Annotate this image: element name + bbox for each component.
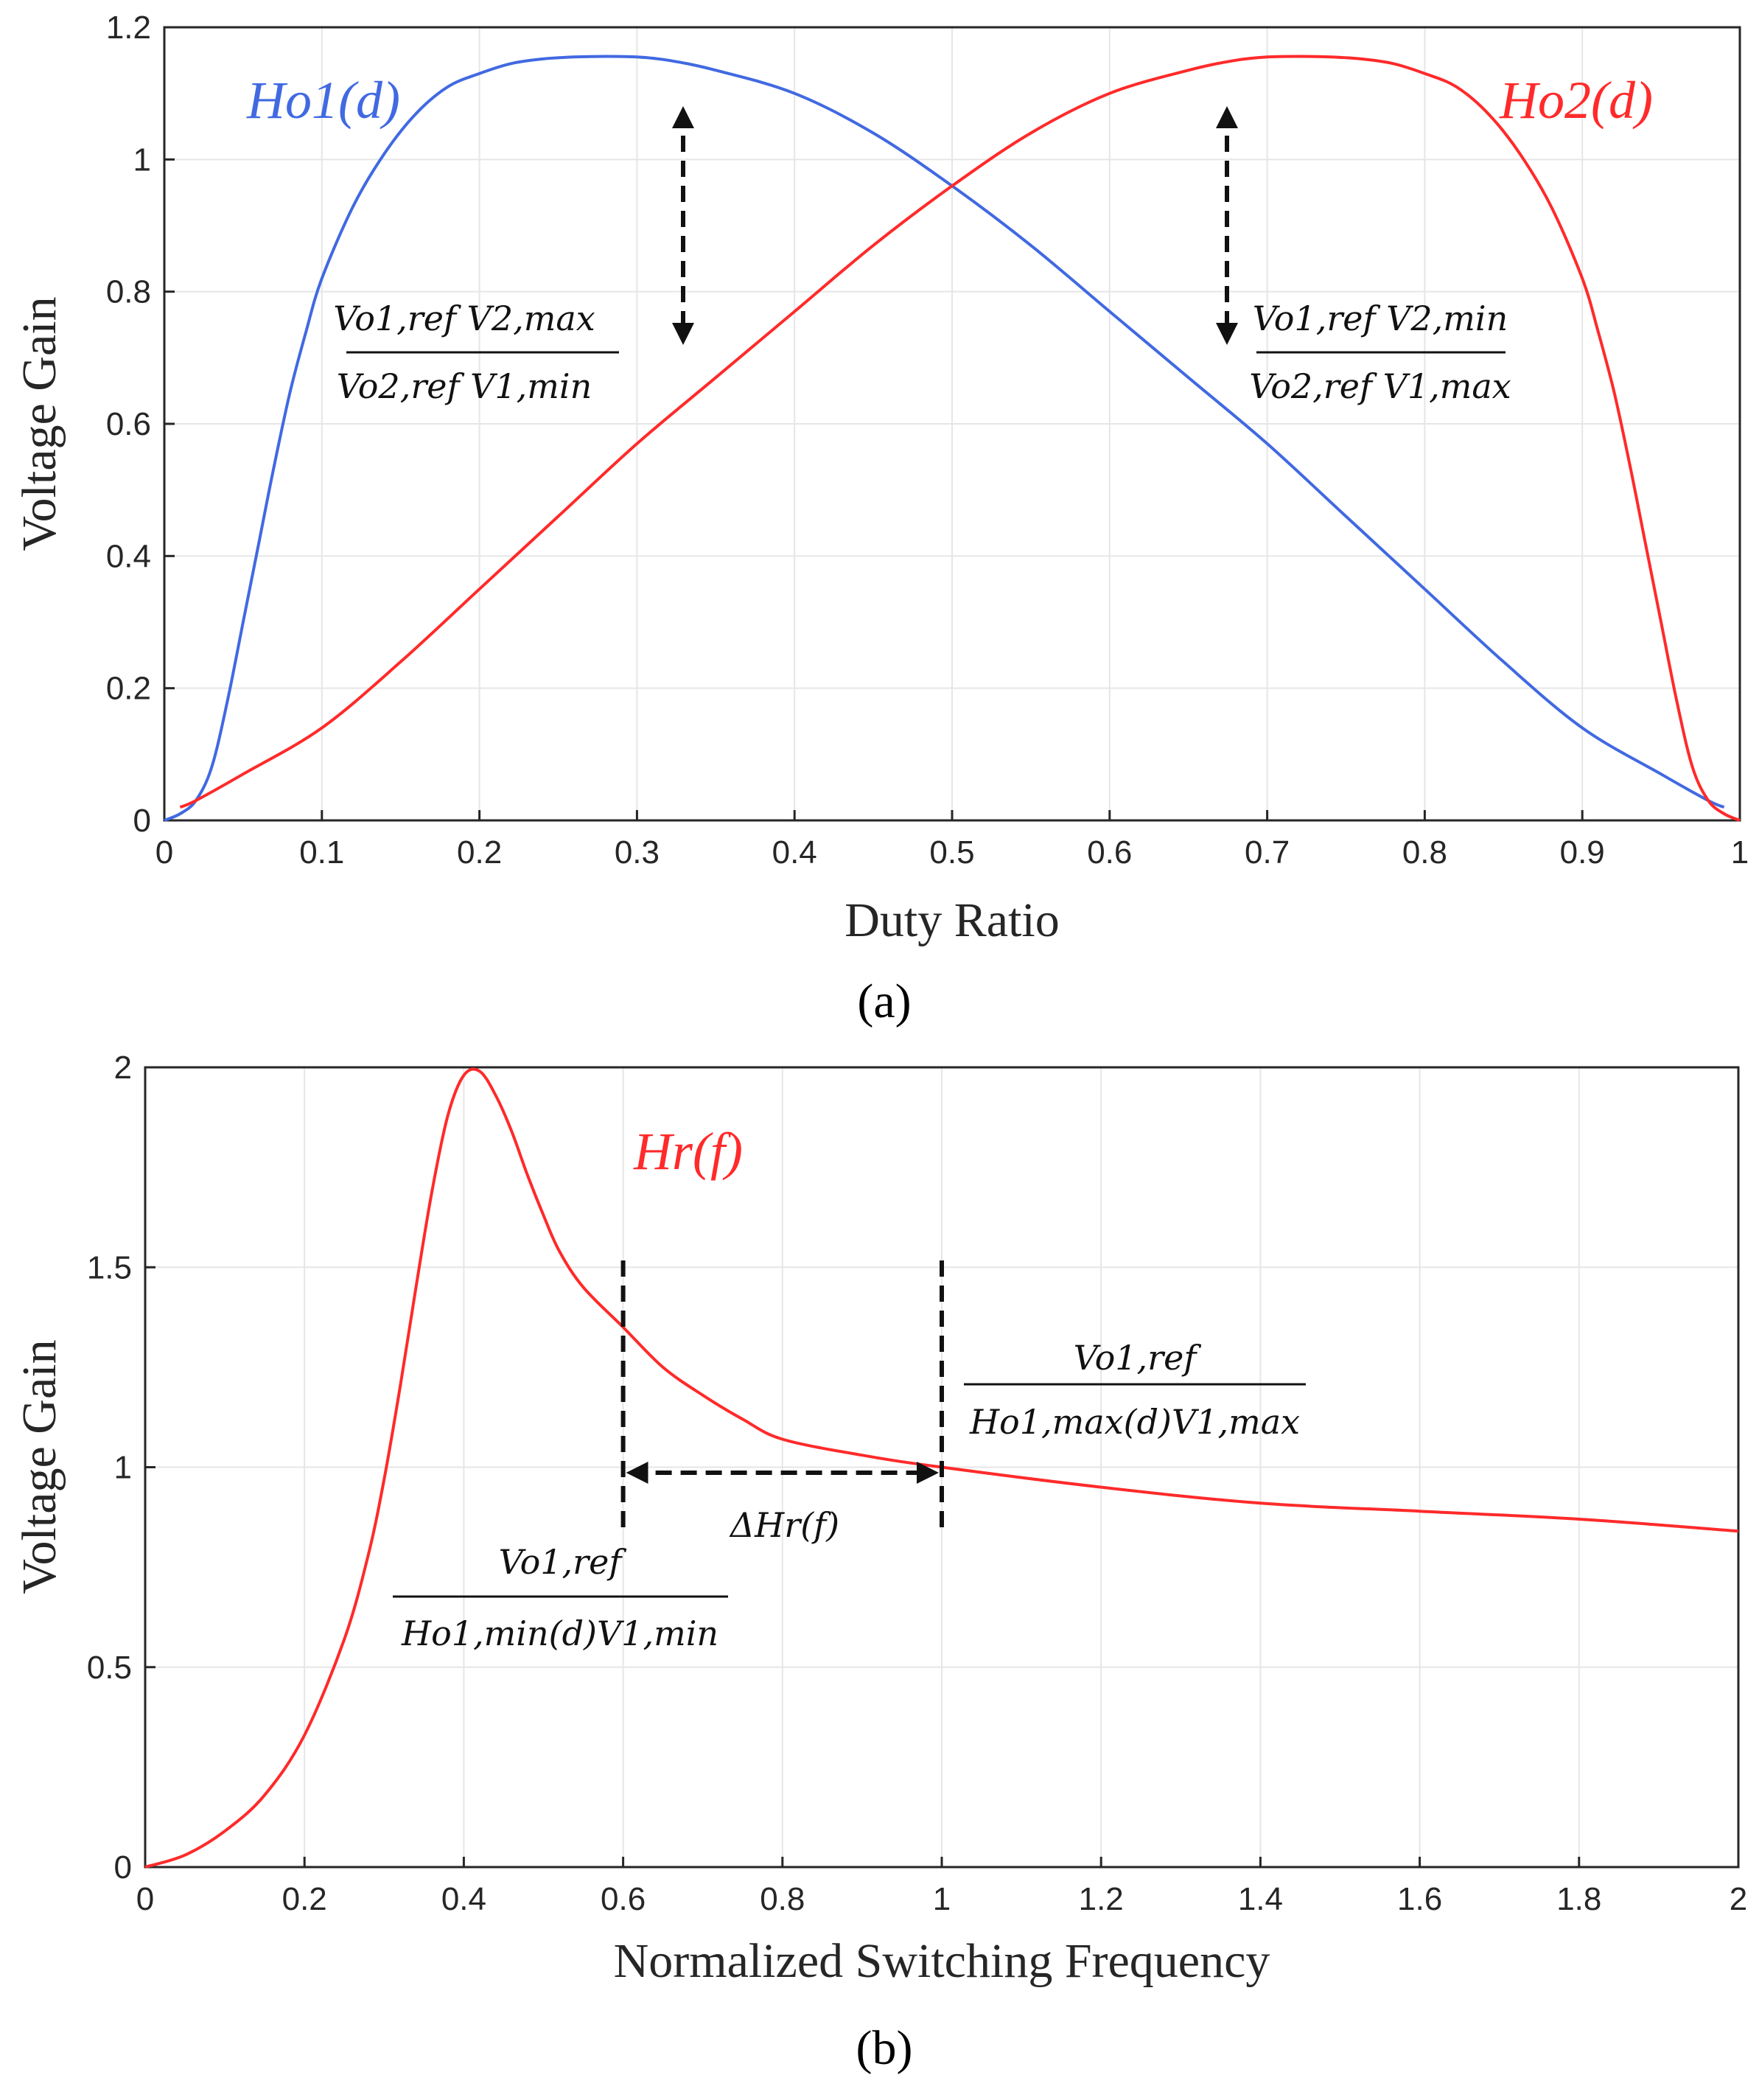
x-tick-label: 0.2: [457, 834, 502, 871]
y-tick-label: 0.4: [106, 538, 151, 574]
y-tick-label: 1.2: [106, 10, 151, 46]
panel-a-right-fraction-numerator: Vo1,ref V2,min: [1253, 299, 1508, 338]
x-tick-label: 0.4: [441, 1881, 486, 1917]
x-tick-label: 1.6: [1397, 1881, 1442, 1917]
x-tick-label: 0: [155, 834, 173, 871]
y-tick-label: 2: [114, 1050, 132, 1086]
x-tick-label: 1.4: [1238, 1881, 1283, 1917]
y-tick-label: 0: [114, 1849, 132, 1886]
panel-a-right-fraction-denominator: Vo2,ref V1,max: [1249, 366, 1511, 406]
x-tick-label: 2: [1730, 1881, 1747, 1917]
y-tick-label: 0.5: [87, 1650, 132, 1686]
x-tick-label: 1.8: [1556, 1881, 1601, 1917]
y-tick-label: 0.6: [106, 406, 151, 442]
x-tick-label: 0.9: [1560, 834, 1605, 871]
x-tick-label: 1.2: [1079, 1881, 1124, 1917]
panel-b-delta-label: ΔHr(f): [729, 1505, 839, 1545]
series-line-hr-f-: [144, 1067, 1739, 1869]
panel-a-panel-label: (a): [857, 974, 911, 1028]
panel-a-ticks: 0 0.1 0.2 0.3 0.4 0.5 0.6 0.7 0.8 0.9 1 0 0.2 0.4 0.6 0…: [106, 10, 1749, 871]
y-tick-label: 1: [133, 142, 151, 178]
y-tick-label: 1: [114, 1450, 132, 1486]
panel-b-y-axis-title: Voltage Gain: [13, 1339, 66, 1594]
x-tick-label: 0.4: [772, 834, 817, 871]
panel-b-hr-label: Hr(f): [633, 1122, 743, 1181]
x-tick-label: 0.3: [615, 834, 660, 871]
panel-b-left-fraction: Vo1,ref Ho1,min(d)V1,min: [393, 1542, 728, 1653]
panel-a-y-axis-title: Voltage Gain: [13, 296, 66, 551]
panel-b-left-fraction-numerator: Vo1,ref: [499, 1542, 627, 1582]
series-line-ho1-d-: [164, 55, 1725, 822]
panel-b-x-axis-title: Normalized Switching Frequency: [614, 1934, 1270, 1988]
x-tick-label: 0.6: [1087, 834, 1132, 871]
panel-b-series: [144, 1067, 1739, 1869]
y-tick-label: 1.5: [87, 1249, 132, 1286]
x-tick-label: 0: [136, 1881, 154, 1917]
y-tick-label: 0.2: [106, 671, 151, 707]
panel-a-left-fraction-denominator: Vo2,ref V1,min: [337, 366, 592, 406]
panel-b-panel-label: (b): [856, 2021, 913, 2075]
x-tick-label: 0.8: [1402, 834, 1447, 871]
panel-a-x-axis-title: Duty Ratio: [844, 893, 1060, 947]
y-tick-label: 0.8: [106, 274, 151, 310]
y-tick-label: 0: [133, 803, 151, 839]
panel-a-grid: [164, 27, 1741, 821]
panel-a-left-fraction: Vo1,ref V2,max Vo2,ref V1,min: [333, 299, 619, 406]
panel-b-left-fraction-denominator: Ho1,min(d)V1,min: [401, 1614, 718, 1653]
x-tick-label: 1: [1731, 834, 1749, 871]
x-tick-label: 0.7: [1245, 834, 1290, 871]
panel-a-right-fraction: Vo1,ref V2,min Vo2,ref V1,max: [1249, 299, 1511, 406]
panel-b-chart: 0 0.2 0.4 0.6 0.8 1 1.2 1.4 1.6 1.8 2 0 0.5 1 1.5 2 ΔHr…: [13, 1050, 1747, 2075]
panel-b-right-fraction: Vo1,ref Ho1,max(d)V1,max: [964, 1338, 1306, 1442]
x-tick-label: 0.8: [760, 1881, 805, 1917]
x-tick-label: 0.1: [299, 834, 344, 871]
x-tick-label: 0.2: [282, 1881, 327, 1917]
panel-a-series: [164, 55, 1741, 822]
panel-b-right-fraction-denominator: Ho1,max(d)V1,max: [969, 1402, 1300, 1442]
panel-b-ticks: 0 0.2 0.4 0.6 0.8 1 1.2 1.4 1.6 1.8 2 0 0.5 1 1.5 2: [87, 1050, 1747, 1917]
panel-a-ho1-label: Ho1(d): [246, 71, 400, 130]
panel-a-chart: 0 0.1 0.2 0.3 0.4 0.5 0.6 0.7 0.8 0.9 1 0 0.2 0.4 0.6 0…: [13, 10, 1749, 1028]
x-tick-label: 0.6: [601, 1881, 646, 1917]
panel-a-ho2-label: Ho2(d): [1499, 71, 1653, 130]
x-tick-label: 1: [933, 1881, 951, 1917]
series-line-ho2-d-: [179, 55, 1741, 822]
x-tick-label: 0.5: [929, 834, 974, 871]
panel-a-left-fraction-numerator: Vo1,ref V2,max: [333, 299, 595, 338]
panel-b-right-fraction-numerator: Vo1,ref: [1074, 1338, 1202, 1378]
